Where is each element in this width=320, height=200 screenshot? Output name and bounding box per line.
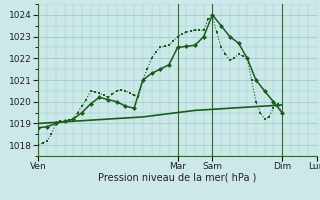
X-axis label: Pression niveau de la mer( hPa ): Pression niveau de la mer( hPa ) [99, 173, 257, 183]
